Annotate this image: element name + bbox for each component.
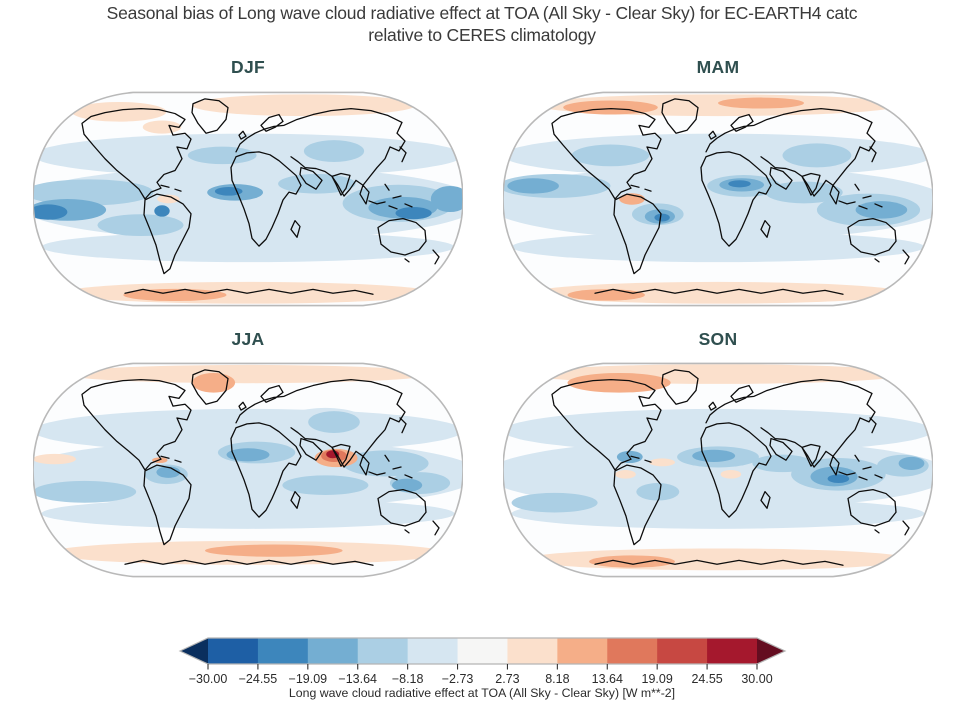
bias-region	[654, 213, 670, 222]
bias-region	[692, 449, 736, 462]
bias-region	[567, 372, 671, 393]
bias-region	[282, 475, 369, 496]
colorbar-segment	[507, 638, 558, 664]
bias-region	[649, 458, 675, 467]
bias-region	[898, 456, 925, 470]
colorbar-segment	[357, 638, 409, 664]
colorbar-segment	[407, 638, 459, 664]
colorbar-tick-label: 19.09	[642, 672, 673, 686]
colorbar-tick-label: −8.18	[392, 672, 424, 686]
bias-region	[430, 185, 463, 213]
bias-region	[41, 498, 455, 529]
bias-region	[782, 143, 852, 168]
bias-region	[636, 483, 680, 501]
bias-region	[33, 204, 68, 220]
panel-title-son: SON	[698, 329, 738, 349]
bias-region	[765, 181, 843, 204]
bias-region	[511, 492, 598, 513]
colorbar-segment	[457, 638, 509, 664]
bias-region	[303, 140, 365, 162]
bias-region	[33, 179, 154, 206]
colorbar-tick-label: −2.73	[442, 672, 474, 686]
map-panel-son	[503, 362, 933, 578]
colorbar-tick-label: 8.18	[545, 672, 569, 686]
bias-contours-jja	[33, 364, 463, 565]
colorbar-tick-label: −19.09	[289, 672, 328, 686]
bias-region	[507, 178, 559, 194]
bias-region	[511, 231, 925, 263]
panel-title-djf: DJF	[231, 57, 265, 77]
bias-region	[827, 474, 850, 484]
colorbar-tick-label: 30.00	[741, 672, 772, 686]
bias-region	[589, 555, 675, 568]
figure-title-line-2: relative to CERES climatology	[368, 25, 596, 45]
bias-contours-djf	[33, 94, 463, 304]
colorbar-tick-label: −30.00	[189, 672, 228, 686]
bias-region	[308, 411, 360, 433]
colorbar-segment	[307, 638, 359, 664]
colorbar-segment	[257, 638, 309, 664]
bias-region	[71, 101, 167, 122]
bias-region	[511, 498, 925, 529]
colorbar-segment	[607, 638, 658, 664]
map-panel-jja	[33, 362, 463, 578]
bias-region	[192, 94, 416, 117]
bias-region	[720, 470, 742, 479]
colorbar-tick-label: 2.73	[495, 672, 519, 686]
bias-region	[157, 194, 180, 204]
bias-region	[395, 207, 432, 220]
colorbar-extend-right-arrow-icon	[757, 638, 785, 664]
bias-region	[563, 426, 632, 449]
bias-region	[154, 205, 170, 217]
bias-region	[33, 480, 137, 503]
colorbar-segment	[657, 638, 708, 664]
bias-region	[97, 214, 184, 237]
panel-title-mam: MAM	[696, 57, 740, 77]
bias-region	[33, 453, 76, 465]
map-panel-mam	[503, 91, 933, 307]
bias-region	[187, 146, 257, 165]
bias-region	[392, 478, 423, 492]
bias-region	[205, 544, 343, 557]
colorbar-tick-label: −13.64	[338, 672, 377, 686]
colorbar-tick-label: 13.64	[592, 672, 623, 686]
bias-region	[226, 448, 270, 462]
colorbar-extend-left-arrow-icon	[180, 638, 208, 664]
bias-region	[855, 201, 908, 219]
figure-title-line-1: Seasonal bias of Long wave cloud radiati…	[106, 3, 858, 23]
bias-region	[718, 97, 804, 109]
colorbar-axis-label: Long wave cloud radiative effect at TOA …	[288, 686, 676, 700]
bias-region	[63, 364, 433, 384]
colorbar-segment	[208, 638, 259, 664]
panel-title-jja: JJA	[231, 329, 265, 349]
bias-region	[156, 466, 181, 478]
map-panel-djf	[33, 91, 463, 307]
colorbar-segment	[557, 638, 608, 664]
bias-region	[752, 454, 813, 473]
colorbar-tick-label: −24.55	[239, 672, 278, 686]
bias-region	[615, 470, 636, 479]
bias-region	[192, 372, 236, 393]
bias-region	[728, 180, 751, 188]
colorbar: −30.00 −24.55 −19.09 −13.64 −8.18 −2.73 2.73 8.…	[178, 637, 787, 686]
colorbar-segment	[707, 638, 758, 664]
bias-region	[524, 548, 912, 571]
bias-region	[41, 231, 455, 263]
bias-region	[571, 144, 650, 167]
colorbar-tick-label: 24.55	[691, 672, 722, 686]
